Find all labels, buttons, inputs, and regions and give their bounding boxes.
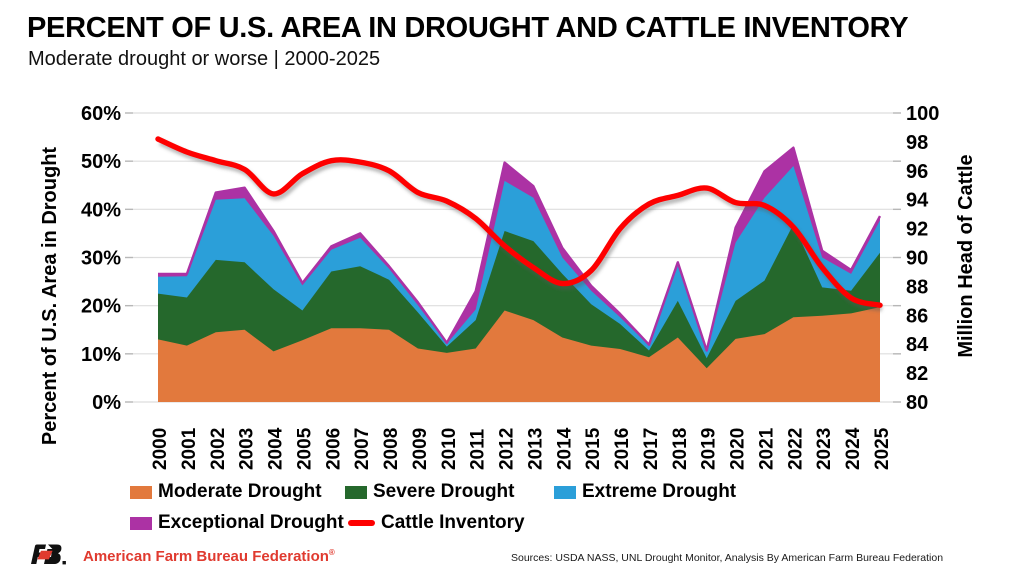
left-axis-tick-label: 50% [81,151,121,173]
x-axis-tick-label: 2025 [872,427,893,470]
right-axis-title: Million Head of Cattle [955,154,977,358]
left-axis-title: Percent of U.S. Area in Drought [39,146,61,446]
footer-brand: American Farm Bureau Federation® [83,548,335,565]
right-axis-tick-label: 88 [906,276,928,298]
x-axis-tick-label: 2000 [150,428,171,470]
legend-item-extreme: Extreme Drought [554,481,737,502]
x-axis-tick-label: 2001 [179,427,200,470]
legend-label: Severe Drought [373,481,515,502]
registered-mark: ® [328,548,335,557]
severe-drought-swatch [345,485,367,499]
legend-label: Exceptional Drought [158,512,344,533]
left-axis-tick-label: 20% [81,296,121,318]
x-axis-tick-label: 2004 [266,427,287,470]
x-axis-tick-label: 2005 [294,427,315,470]
x-axis-tick-label: 2002 [208,428,229,470]
x-axis-tick-label: 2023 [814,428,835,470]
legend-item-exceptional: Exceptional Drought [130,512,344,533]
page-subtitle: Moderate drought or worse | 2000-2025 [28,48,381,70]
x-axis-tick-label: 2024 [843,427,864,470]
moderate-drought-area [158,307,880,402]
sources-note: Sources: USDA NASS, UNL Drought Monitor,… [511,552,944,564]
right-axis-tick-label: 82 [906,363,928,385]
right-axis-tick-label: 98 [906,132,928,154]
cattle-inventory-line-swatch [348,520,375,526]
x-axis-tick-label: 2021 [756,427,777,470]
x-axis-tick-label: 2007 [352,428,373,470]
x-axis-tick-label: 2003 [237,428,258,470]
left-axis-tick-label: 0% [92,392,121,414]
left-axis-tick-label: 10% [81,344,121,366]
x-axis-tick-label: 2008 [381,428,402,470]
left-axis-tick-label: 30% [81,248,121,270]
page-title: PERCENT OF U.S. AREA IN DROUGHT AND CATT… [27,12,909,44]
x-axis-tick-label: 2018 [670,428,691,470]
x-axis-tick-label: 2012 [497,428,518,470]
x-axis-tick-label: 2015 [583,427,604,470]
right-axis-tick-label: 84 [906,334,929,356]
x-axis-tick-label: 2020 [728,428,749,470]
x-axis-tick-label: 2017 [641,428,662,470]
right-axis-tick-label: 100 [906,103,939,125]
legend-label: Cattle Inventory [381,512,525,533]
left-axis-tick-label: 40% [81,199,121,221]
legend-label: Moderate Drought [158,481,322,502]
right-axis-tick-label: 90 [906,248,928,270]
x-axis-tick-label: 2011 [468,428,489,470]
cattle-inventory-line [155,136,883,308]
x-axis-tick-label: 2009 [410,428,431,470]
extreme-drought-swatch [554,485,576,499]
right-axis-tick-label: 92 [906,219,928,241]
x-axis-tick-label: 2014 [554,427,575,470]
legend-item-moderate: Moderate Drought [130,481,322,502]
x-axis-tick-label: 2019 [699,428,720,470]
exceptional-drought-swatch [130,516,152,530]
left-axis-tick-label: 60% [81,103,121,125]
exceptional-drought-edge [158,146,882,352]
moderate-drought-swatch [130,485,152,499]
x-axis-tick-label: 2016 [612,428,633,470]
right-axis-tick-label: 94 [906,190,929,212]
x-axis-tick-label: 2022 [785,428,806,470]
right-axis-tick-label: 96 [906,161,928,183]
legend-item-severe: Severe Drought [345,481,515,502]
right-axis-tick-label: 80 [906,392,928,414]
x-axis-tick-label: 2006 [323,428,344,470]
x-axis-tick-label: 2013 [525,428,546,470]
x-axis-tick-label: 2010 [439,428,460,470]
legend-label: Extreme Drought [582,481,737,502]
afbf-logo [31,544,66,565]
right-axis-tick-label: 86 [906,305,928,327]
legend-item-cattle: Cattle Inventory [348,512,525,533]
